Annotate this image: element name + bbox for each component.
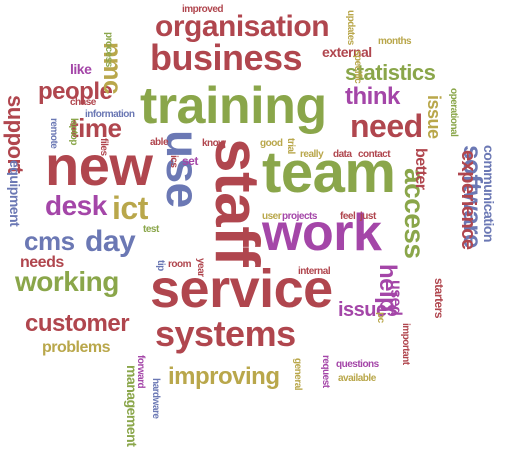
word-contact: contact xyxy=(358,149,391,160)
word-good: good xyxy=(260,138,283,149)
word-trial: trial xyxy=(285,138,296,154)
word-new: new xyxy=(45,134,153,197)
word-updates: updates xyxy=(345,10,356,45)
word-used: used xyxy=(387,280,404,316)
word-problems: problems xyxy=(42,339,111,356)
word-issues: issues xyxy=(338,299,398,321)
word-set: set xyxy=(182,154,198,168)
word-starters: starters xyxy=(432,278,446,319)
word-forward: forward xyxy=(135,355,146,389)
word-process: process xyxy=(103,32,114,67)
word-year: year xyxy=(195,258,206,277)
word-people: people xyxy=(38,78,113,105)
word-need: need xyxy=(350,108,423,144)
word-staff: staff xyxy=(202,138,271,267)
word-important: important xyxy=(400,323,411,365)
word-feel: feel xyxy=(340,211,356,222)
word-systems: systems xyxy=(155,313,296,354)
word-laptop: laptop xyxy=(68,118,79,145)
word-service: service xyxy=(150,259,333,319)
word-work: work xyxy=(262,204,382,262)
word-cms: cms xyxy=(24,226,75,256)
word-think: think xyxy=(345,83,400,110)
word-really: really xyxy=(300,149,324,160)
word-user: user xyxy=(262,211,282,222)
word-chase: chase xyxy=(70,97,96,108)
word-improving: improving xyxy=(168,363,280,390)
word-better: better xyxy=(412,148,429,190)
word-internal: internal xyxy=(298,266,331,277)
word-business: business xyxy=(150,37,303,78)
word-able: able xyxy=(150,137,169,148)
word-working: working xyxy=(15,266,119,297)
word-needs: needs xyxy=(20,254,64,271)
word-ics: ics xyxy=(168,155,179,168)
word-questions: questions xyxy=(336,359,379,370)
word-remote: remote xyxy=(48,118,59,149)
word-projects: projects xyxy=(282,211,317,222)
word-improved: improved xyxy=(182,4,224,15)
word-like: like xyxy=(70,61,92,77)
word-external: external xyxy=(322,44,372,60)
word-available: available xyxy=(338,373,376,384)
word-desk: desk xyxy=(45,190,107,221)
word-training: training xyxy=(140,77,327,135)
word-tip: tip xyxy=(155,260,166,271)
word-equipment: equipment xyxy=(7,160,23,227)
word-customer: customer xyxy=(25,310,130,337)
word-general: general xyxy=(292,358,303,391)
word-statistics: statistics xyxy=(345,60,436,85)
word-day: day xyxy=(85,225,136,258)
word-know: know xyxy=(202,138,226,149)
word-operational: operational xyxy=(448,88,459,137)
word-hardware: hardware xyxy=(150,378,161,419)
word-room: room xyxy=(168,259,192,270)
word-just: just xyxy=(360,211,376,222)
word-test: test xyxy=(143,224,159,235)
word-organisation: organisation xyxy=(155,10,330,43)
word-ict: ict xyxy=(112,190,148,226)
word-information: information xyxy=(85,109,135,120)
word-months: months xyxy=(378,36,412,47)
word-communication: communication xyxy=(481,145,497,242)
word-experience: experience xyxy=(457,150,479,250)
word-data: data xyxy=(333,149,352,160)
word-files: files xyxy=(98,138,109,156)
word-specific: specific xyxy=(352,50,363,84)
word-issue: issue xyxy=(424,95,444,139)
word-request: request xyxy=(320,355,331,388)
word-time: time xyxy=(70,113,122,143)
word-pc: pc xyxy=(375,312,386,323)
word-team: team xyxy=(262,140,396,205)
